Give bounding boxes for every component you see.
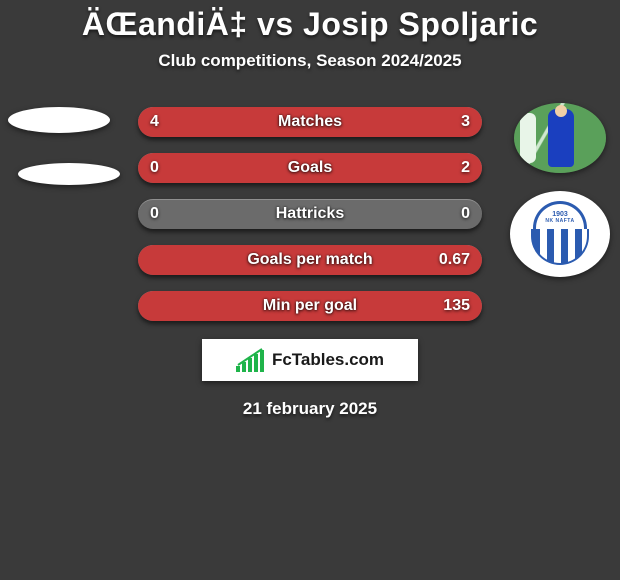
brand-box[interactable]: FcTables.com [202, 339, 418, 381]
photo-opponent-silhouette [520, 113, 536, 163]
stat-row: 43Matches [138, 107, 482, 137]
stat-bars: 43Matches 02Goals 00Hattricks 0.67Goals per… [138, 107, 482, 337]
date-label: 21 february 2025 [0, 399, 620, 419]
stat-label: Min per goal [138, 291, 482, 321]
stat-row: 0.67Goals per match [138, 245, 482, 275]
right-player-photo [514, 103, 606, 173]
club-crest-top: 1903 NK NAFTA [533, 201, 587, 231]
club-year: 1903 [552, 211, 568, 218]
page-subtitle: Club competitions, Season 2024/2025 [0, 51, 620, 71]
stat-label: Hattricks [138, 199, 482, 229]
stat-row: 135Min per goal [138, 291, 482, 321]
photo-player-silhouette [548, 109, 574, 167]
club-crest-stripes [531, 229, 589, 265]
stat-row: 02Goals [138, 153, 482, 183]
stats-area: 1903 NK NAFTA 43Matches 02Goals 00Hattrick… [0, 99, 620, 329]
bar-chart-icon [236, 348, 266, 372]
right-club-logo: 1903 NK NAFTA [510, 191, 610, 277]
brand-label: FcTables.com [272, 350, 384, 370]
right-player-badges: 1903 NK NAFTA [500, 99, 620, 277]
stat-label: Goals [138, 153, 482, 183]
comparison-card: ÄŒandiÄ‡ vs Josip Spoljaric Club competi… [0, 0, 620, 580]
stat-label: Matches [138, 107, 482, 137]
page-title: ÄŒandiÄ‡ vs Josip Spoljaric [0, 0, 620, 43]
left-player-badges [0, 99, 120, 185]
stat-label: Goals per match [138, 245, 482, 275]
club-name: NK NAFTA [545, 219, 574, 224]
left-club-logo-placeholder [18, 163, 120, 185]
left-player-photo-placeholder [8, 107, 110, 133]
stat-row: 00Hattricks [138, 199, 482, 229]
club-crest: 1903 NK NAFTA [525, 201, 595, 267]
